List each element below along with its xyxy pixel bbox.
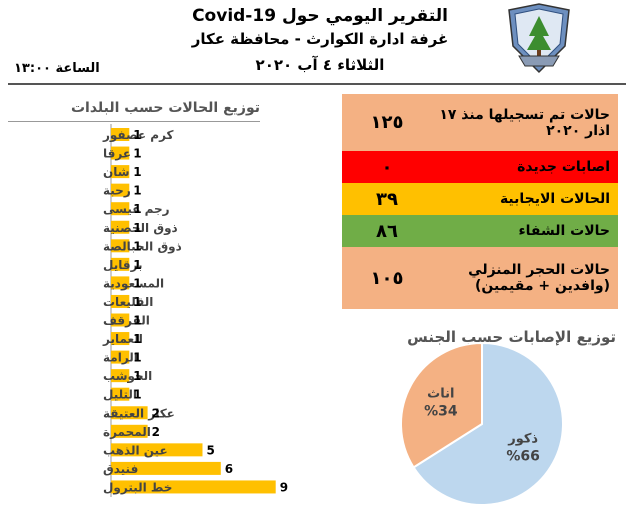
bar-category-label: عكار العتيقة xyxy=(103,406,175,420)
bar xyxy=(111,387,130,401)
bar-category-label: فنيدق xyxy=(103,462,138,476)
bar xyxy=(111,165,130,179)
bar-chart-title-divider xyxy=(8,121,260,122)
bar-value-label: 1 xyxy=(133,369,141,383)
stat-value: ٠ xyxy=(381,156,393,178)
bar-value-label: 1 xyxy=(133,276,141,290)
stat-label: حالات الشفاء xyxy=(518,223,610,239)
bar-value-label: 1 xyxy=(133,147,141,161)
bar-category-label: خط البترول xyxy=(103,480,172,495)
bar-value-label: 9 xyxy=(280,480,288,494)
bar-value-label: 6 xyxy=(225,462,233,476)
stat-row: الحالات الايجابية ٣٩ xyxy=(342,183,618,215)
pie-slice xyxy=(412,341,564,506)
bar xyxy=(111,202,130,216)
bar xyxy=(111,461,221,475)
bar xyxy=(111,183,130,197)
bar-category-label: رجم عيسى xyxy=(103,202,170,216)
bar-category-label: كرم عصفور xyxy=(102,128,174,143)
bar xyxy=(111,257,130,271)
bar-category-label: شان xyxy=(103,165,130,179)
bar-category-label: القرقف xyxy=(103,314,150,328)
pie-slice-percent: %34 xyxy=(424,403,458,419)
bar-category-label: عرقا xyxy=(103,147,131,161)
stat-value: ٣٩ xyxy=(376,188,398,210)
bar-category-label: رحبة xyxy=(103,184,131,198)
bar-category-label: المحمرة xyxy=(103,425,151,439)
bar-value-label: 1 xyxy=(133,314,141,328)
bar-category-label: المسعودية xyxy=(103,276,164,291)
report-title: التقرير اليومي حول Covid-19 xyxy=(192,6,448,26)
bar-value-label: 1 xyxy=(133,295,141,309)
bar-category-label: الحوشب xyxy=(103,369,152,384)
bar xyxy=(111,480,276,494)
bar xyxy=(111,350,130,364)
pie-slice xyxy=(400,341,483,469)
bar-value-label: 1 xyxy=(133,202,141,216)
bar-category-label: ذوق الحبالصة xyxy=(103,239,182,254)
bar xyxy=(111,128,130,141)
bar-chart-title: توزيع الحالات حسب البلدات xyxy=(70,100,260,116)
pie-slice-label: ذكور xyxy=(507,432,538,447)
bar xyxy=(111,369,130,383)
bar-value-label: 1 xyxy=(133,239,141,253)
bar-value-label: 5 xyxy=(207,443,215,457)
stat-row: حالات الحجر المنزلي (وافدين + مقيمين) ١٠٥ xyxy=(342,247,618,309)
bar-value-label: 1 xyxy=(133,388,141,402)
bar xyxy=(111,313,130,327)
bar xyxy=(111,276,130,290)
bar-value-label: 1 xyxy=(133,165,141,179)
bar-category-label: التليل xyxy=(103,388,137,402)
stat-label: الحالات الايجابية xyxy=(499,191,610,207)
bar-value-label: 1 xyxy=(133,221,141,235)
pie-slice-percent: %66 xyxy=(506,449,540,465)
bar xyxy=(111,146,130,160)
stat-value: ١٠٥ xyxy=(370,267,404,289)
stat-value: ١٢٥ xyxy=(370,112,404,133)
bar xyxy=(111,332,130,346)
bar-value-label: 2 xyxy=(152,425,160,439)
stat-row: حالات تم تسجيلها منذ ١٧ اذار ٢٠٢٠ ١٢٥ xyxy=(342,94,618,151)
civil-defense-logo-icon xyxy=(508,3,570,74)
stat-row: اصابات جديدة ٠ xyxy=(342,151,618,183)
bar xyxy=(111,424,148,438)
bar xyxy=(111,443,203,457)
pie-chart-title: توزيع الإصابات حسب الجنس xyxy=(407,328,616,346)
bar xyxy=(111,220,130,234)
bar-value-label: 1 xyxy=(133,351,141,365)
bar-category-label: ذوق الحصنية xyxy=(103,221,178,236)
report-subtitle: غرفة ادارة الكوارث - محافظة عكار xyxy=(191,30,449,48)
stat-value: ٨٦ xyxy=(376,220,398,242)
bar-category-label: الرامة xyxy=(103,351,138,365)
bar-category-label: العماير xyxy=(102,332,143,346)
pie-slice-label: اناث xyxy=(427,386,454,401)
bar-category-label: عين الذهب xyxy=(103,443,168,457)
stat-label: حالات الحجر المنزلي (وافدين + مقيمين) xyxy=(468,262,610,294)
bar xyxy=(111,406,148,420)
bar-category-label: القليعات xyxy=(103,295,153,309)
bar xyxy=(111,294,130,308)
report-time: الساعة ١٣:٠٠ xyxy=(14,61,100,76)
stat-row: حالات الشفاء ٨٦ xyxy=(342,215,618,247)
stat-label: حالات تم تسجيلها منذ ١٧ اذار ٢٠٢٠ xyxy=(439,106,610,139)
bar-value-label: 1 xyxy=(133,128,141,142)
header-divider xyxy=(8,83,626,85)
stat-label: اصابات جديدة xyxy=(517,159,610,175)
bar-value-label: 1 xyxy=(133,258,141,272)
bar xyxy=(111,239,130,253)
bar-value-label: 1 xyxy=(133,184,141,198)
bar-category-label: برقايل xyxy=(103,258,143,272)
bar-value-label: 2 xyxy=(152,406,160,420)
report-date: الثلاثاء ٤ آب ٢٠٢٠ xyxy=(255,56,385,74)
bar-value-label: 1 xyxy=(133,332,141,346)
